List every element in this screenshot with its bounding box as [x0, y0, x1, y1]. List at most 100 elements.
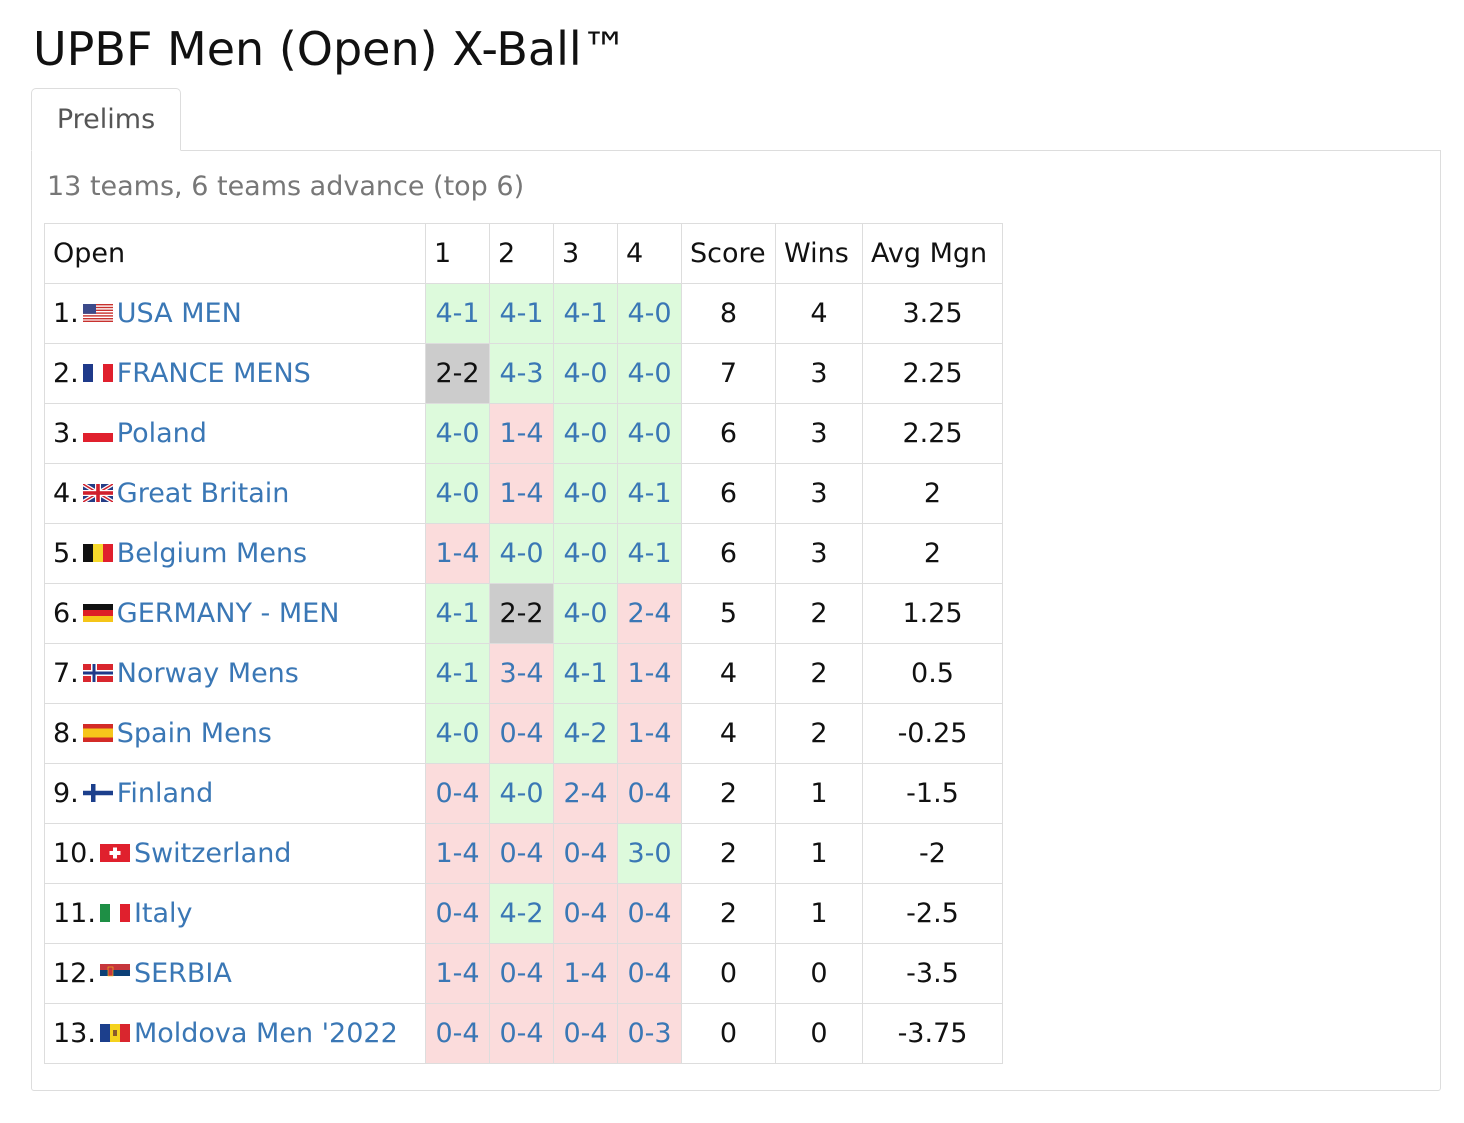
round-4-result[interactable]: 2-4	[617, 583, 682, 644]
avg-margin-cell: 0.5	[862, 643, 1003, 704]
round-3-result[interactable]: 0-4	[553, 883, 618, 944]
score-cell: 2	[681, 883, 776, 944]
round-1-result[interactable]: 4-1	[425, 283, 490, 344]
round-1-result[interactable]: 4-0	[425, 703, 490, 764]
round-3-result[interactable]: 4-0	[553, 523, 618, 584]
rank-label: 7.	[53, 658, 79, 689]
table-row: 10. Switzerland 1-4 0-4 0-4 3-0 2 1 -2	[44, 823, 1003, 884]
round-3-result[interactable]: 0-4	[553, 823, 618, 884]
wins-cell: 3	[775, 463, 863, 524]
rank-label: 11.	[53, 898, 96, 929]
round-3-result[interactable]: 4-0	[553, 583, 618, 644]
rank-label: 1.	[53, 298, 79, 329]
team-link[interactable]: Norway Mens	[116, 658, 299, 689]
team-link[interactable]: SERBIA	[133, 958, 232, 989]
table-row: 6. GERMANY - MEN 4-1 2-2 4-0 2-4 5 2 1.25	[44, 583, 1003, 644]
rank-label: 4.	[53, 478, 79, 509]
round-1-result[interactable]: 0-4	[425, 763, 490, 824]
round-1-result[interactable]: 4-1	[425, 583, 490, 644]
round-4-result[interactable]: 0-3	[617, 1003, 682, 1064]
round-1-result[interactable]: 1-4	[425, 823, 490, 884]
team-cell: 10. Switzerland	[44, 823, 426, 884]
round-2-result[interactable]: 0-4	[489, 823, 554, 884]
round-4-result[interactable]: 1-4	[617, 703, 682, 764]
team-link[interactable]: Belgium Mens	[116, 538, 308, 569]
team-cell: 3. Poland	[44, 403, 426, 464]
tab-prelims[interactable]: Prelims	[31, 88, 181, 151]
round-3-result[interactable]: 1-4	[553, 943, 618, 1004]
round-3-result[interactable]: 4-0	[553, 343, 618, 404]
round-2-result[interactable]: 4-0	[489, 763, 554, 824]
team-link[interactable]: Great Britain	[116, 478, 290, 509]
table-row: 8. Spain Mens 4-0 0-4 4-2 1-4 4 2 -0.25	[44, 703, 1003, 764]
round-4-result[interactable]: 4-1	[617, 523, 682, 584]
wins-cell: 1	[775, 763, 863, 824]
round-1-result[interactable]: 0-4	[425, 1003, 490, 1064]
round-1-result[interactable]: 1-4	[425, 523, 490, 584]
round-4-result[interactable]: 4-0	[617, 403, 682, 464]
round-4-result[interactable]: 3-0	[617, 823, 682, 884]
round-4-result[interactable]: 4-1	[617, 463, 682, 524]
table-row: 3. Poland 4-0 1-4 4-0 4-0 6 3 2.25	[44, 403, 1003, 464]
round-1-result[interactable]: 1-4	[425, 943, 490, 1004]
rank-label: 3.	[53, 418, 79, 449]
rank-label: 13.	[53, 1018, 96, 1049]
team-link[interactable]: GERMANY - MEN	[116, 598, 340, 629]
round-2-result[interactable]: 0-4	[489, 703, 554, 764]
team-link[interactable]: FRANCE MENS	[116, 358, 311, 389]
round-3-result[interactable]: 4-1	[553, 283, 618, 344]
team-cell: 6. GERMANY - MEN	[44, 583, 426, 644]
norway-flag-icon	[82, 663, 113, 682]
round-2-result[interactable]: 0-4	[489, 943, 554, 1004]
team-link[interactable]: Italy	[133, 898, 193, 929]
team-link[interactable]: Finland	[116, 778, 214, 809]
team-cell: 5. Belgium Mens	[44, 523, 426, 584]
round-3-result[interactable]: 4-0	[553, 403, 618, 464]
team-link[interactable]: Spain Mens	[116, 718, 272, 749]
round-1-result[interactable]: 4-0	[425, 403, 490, 464]
round-3-result[interactable]: 4-2	[553, 703, 618, 764]
round-1-result[interactable]: 4-1	[425, 643, 490, 704]
round-4-result[interactable]: 0-4	[617, 763, 682, 824]
column-header-round-1: 1	[425, 223, 490, 284]
rank-label: 8.	[53, 718, 79, 749]
team-link[interactable]: USA MEN	[116, 298, 242, 329]
team-link[interactable]: Moldova Men '2022	[133, 1018, 398, 1049]
round-4-result[interactable]: 0-4	[617, 943, 682, 1004]
wins-cell: 1	[775, 883, 863, 944]
rank-label: 5.	[53, 538, 79, 569]
round-3-result[interactable]: 4-0	[553, 463, 618, 524]
avg-margin-cell: 2.25	[862, 343, 1003, 404]
score-cell: 2	[681, 763, 776, 824]
round-2-result[interactable]: 3-4	[489, 643, 554, 704]
round-3-result[interactable]: 0-4	[553, 1003, 618, 1064]
rank-label: 2.	[53, 358, 79, 389]
column-header-round-2: 2	[489, 223, 554, 284]
round-2-result[interactable]: 4-3	[489, 343, 554, 404]
round-3-result[interactable]: 2-4	[553, 763, 618, 824]
score-cell: 7	[681, 343, 776, 404]
poland-flag-icon	[82, 423, 113, 442]
table-row: 9. Finland 0-4 4-0 2-4 0-4 2 1 -1.5	[44, 763, 1003, 824]
round-4-result[interactable]: 4-0	[617, 343, 682, 404]
avg-margin-cell: -1.5	[862, 763, 1003, 824]
round-4-result[interactable]: 0-4	[617, 883, 682, 944]
column-header-round-4: 4	[617, 223, 682, 284]
round-2-result[interactable]: 1-4	[489, 463, 554, 524]
round-1-result[interactable]: 4-0	[425, 463, 490, 524]
round-2-result[interactable]: 4-2	[489, 883, 554, 944]
round-2-result[interactable]: 0-4	[489, 1003, 554, 1064]
team-link[interactable]: Poland	[116, 418, 207, 449]
wins-cell: 0	[775, 943, 863, 1004]
usa-flag-icon	[82, 303, 113, 322]
round-2-result[interactable]: 4-1	[489, 283, 554, 344]
avg-margin-cell: 3.25	[862, 283, 1003, 344]
round-4-result[interactable]: 1-4	[617, 643, 682, 704]
round-3-result[interactable]: 4-1	[553, 643, 618, 704]
round-2-result[interactable]: 4-0	[489, 523, 554, 584]
round-1-result[interactable]: 0-4	[425, 883, 490, 944]
round-2-result[interactable]: 1-4	[489, 403, 554, 464]
team-link[interactable]: Switzerland	[133, 838, 292, 869]
round-4-result[interactable]: 4-0	[617, 283, 682, 344]
wins-cell: 2	[775, 703, 863, 764]
